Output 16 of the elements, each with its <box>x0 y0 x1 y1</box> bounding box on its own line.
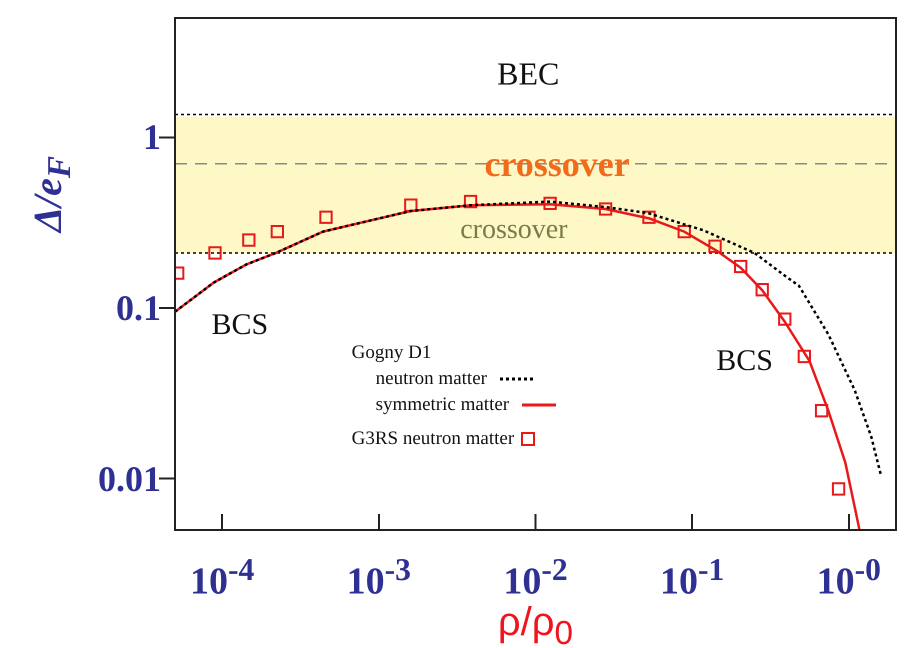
annotation: BCS <box>212 308 268 342</box>
legend-label: neutron matter <box>376 367 487 391</box>
legend-label: G3RS neutron matter <box>352 427 514 451</box>
x-tick-label: 10$^{-1}$ <box>658 551 726 604</box>
annotation: crossover <box>484 142 630 185</box>
annotation: BCS <box>716 344 773 378</box>
y-tick-label: 1 <box>143 116 161 160</box>
legend-label: symmetric matter <box>376 393 510 417</box>
x-tick-label: 10$^{-4}$ <box>188 551 256 604</box>
x-tick-label: 10$^{-3}$ <box>346 551 412 604</box>
y-tick-label: 0.1 <box>116 286 161 330</box>
y-tick-label: 0.01 <box>98 458 161 501</box>
x-tick-label: 10$^{-0}$ <box>816 551 882 604</box>
legend-title: Gogny D1 <box>352 341 432 365</box>
annotation: BEC <box>497 56 560 93</box>
annotation: crossover <box>460 214 568 246</box>
